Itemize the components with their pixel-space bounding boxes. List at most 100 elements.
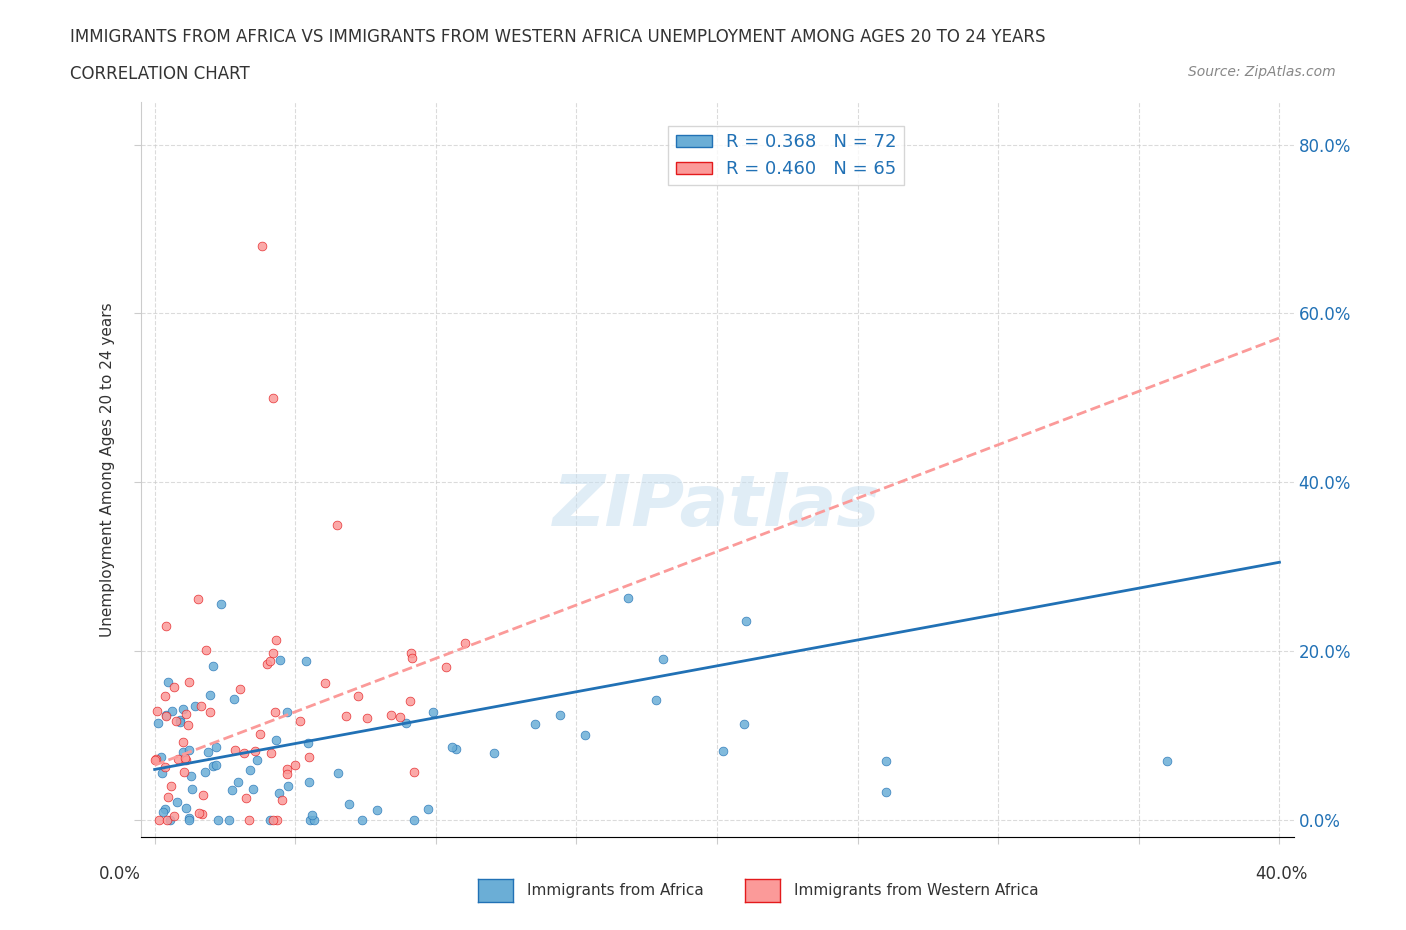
Point [314,675,336,690]
Point [226,775,249,790]
Point [297,736,319,751]
Point [875,784,897,799]
Y-axis label: Unemployment Among Ages 20 to 24 years: Unemployment Among Ages 20 to 24 years [100,302,115,637]
Point [266,733,288,748]
Point [249,726,271,741]
Point [201,658,224,673]
Point [218,813,240,828]
Point [163,808,186,823]
Point [194,764,217,779]
Text: ZIPatlas: ZIPatlas [554,472,880,541]
Text: 0.0%: 0.0% [98,865,141,883]
Point [159,813,181,828]
Point [264,632,287,647]
Point [143,752,166,767]
Point [645,693,668,708]
Point [177,810,200,825]
Point [148,813,170,828]
Point [399,694,422,709]
Point [298,750,321,764]
Point [276,766,298,781]
Point [346,688,368,703]
Point [179,674,201,689]
Point [179,813,201,828]
Point [167,751,190,766]
Point [173,764,195,779]
Point [284,757,307,772]
Point [651,651,673,666]
Point [174,707,197,722]
Point [191,788,214,803]
Point [201,758,224,773]
Point [352,813,374,828]
Point [264,705,287,720]
Point [224,743,246,758]
Point [404,765,426,780]
Point [228,682,250,697]
Point [434,659,457,674]
Point [152,804,174,819]
Point [177,742,200,757]
Point [1156,753,1178,768]
Point [380,708,402,723]
Point [326,766,349,781]
Point [246,753,269,768]
Point [153,760,176,775]
Point [222,692,245,707]
Point [395,715,418,730]
Point [233,746,256,761]
Point [301,807,323,822]
Point [169,712,191,727]
Point [482,746,505,761]
Point [454,636,477,651]
Point [298,813,321,828]
Point [256,657,278,671]
Point [416,802,439,817]
Point [180,768,202,783]
Point [269,653,291,668]
Point [155,688,177,703]
Point [181,781,204,796]
Point [155,708,177,723]
Point [262,391,284,405]
Point [238,813,260,828]
Point [335,709,357,724]
Text: IMMIGRANTS FROM AFRICA VS IMMIGRANTS FROM WESTERN AFRICA UNEMPLOYMENT AMONG AGES: IMMIGRANTS FROM AFRICA VS IMMIGRANTS FRO… [70,28,1046,46]
Legend: R = 0.368   N = 72, R = 0.460   N = 65: R = 0.368 N = 72, R = 0.460 N = 65 [668,126,904,185]
Point [388,710,411,724]
Point [166,794,188,809]
Point [198,705,221,720]
Text: Immigrants from Western Africa: Immigrants from Western Africa [794,884,1039,898]
Point [163,679,186,694]
Point [149,750,172,764]
Point [267,785,290,800]
Text: Immigrants from Africa: Immigrants from Africa [527,884,704,898]
Point [262,813,284,828]
Point [174,801,197,816]
Point [195,643,218,658]
Point [276,705,298,720]
Point [157,790,180,804]
Point [174,751,197,765]
Point [242,782,264,797]
Point [259,813,281,828]
Point [734,614,756,629]
Text: CORRELATION CHART: CORRELATION CHART [70,65,250,83]
Point [172,701,194,716]
Text: Source: ZipAtlas.com: Source: ZipAtlas.com [1188,65,1336,79]
Point [156,813,179,828]
Point [260,745,283,760]
Point [711,743,734,758]
Point [190,698,212,713]
Point [404,813,426,828]
Point [155,618,177,633]
Point [184,698,207,713]
Point [187,591,209,606]
Point [172,735,194,750]
Point [209,597,232,612]
Point [221,782,243,797]
Point [169,714,191,729]
Point [177,718,200,733]
Point [207,813,229,828]
Point [165,713,187,728]
